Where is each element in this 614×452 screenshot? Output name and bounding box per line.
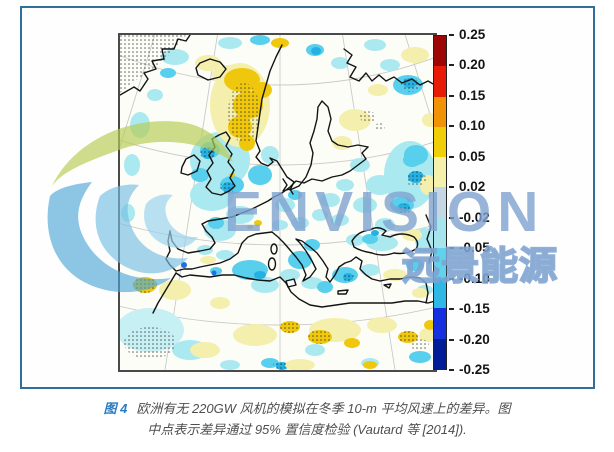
colorbar-tick-label: -0.15: [459, 301, 490, 317]
colorbar: [433, 35, 447, 370]
colorbar-segment: [434, 36, 446, 67]
colorbar-segment: [434, 157, 446, 188]
europe-wind-difference-map: [120, 35, 435, 370]
colorbar-tick-mark: [449, 277, 454, 280]
coastlines: [120, 35, 435, 314]
colorbar-segment: [434, 338, 446, 369]
colorbar-tick-label: 0.25: [459, 27, 486, 42]
colorbar-segment: [434, 217, 446, 248]
map-panel: [118, 33, 437, 372]
colorbar-tick-mark: [449, 308, 454, 311]
colorbar-tick-mark: [449, 369, 454, 371]
colorbar-tick-label: -0.02: [459, 209, 490, 225]
colorbar-tick-mark: [449, 94, 454, 97]
colorbar-segment: [434, 96, 446, 127]
colorbar-tick-mark: [449, 186, 454, 189]
colorbar-tick-mark: [449, 125, 454, 128]
caption-text-1: 欧洲有无 220GW 风机的模拟在冬季 10-m 平均风速上的差异。图: [136, 401, 511, 416]
colorbar-tick-label: -0.25: [459, 362, 490, 377]
figure-caption: 图 4 欧洲有无 220GW 风机的模拟在冬季 10-m 平均风速上的差异。图 中…: [0, 398, 614, 440]
figure-frame: 0.25 0.20 0.15 0.10 0.05 0.02 -0.02 -0.05 -0.10 -…: [20, 6, 595, 389]
colorbar-tick-mark: [449, 247, 454, 250]
colorbar-tick-mark: [449, 155, 454, 158]
colorbar-tick-label: 0.02: [459, 179, 486, 195]
colorbar-tick-mark: [449, 34, 454, 36]
colorbar-segment: [434, 126, 446, 158]
caption-line-2: 中点表示差异通过 95% 置信度检验 (Vautard 等 [2014]).: [147, 422, 467, 437]
colorbar-segment: [434, 247, 446, 279]
colorbar-tick-mark: [449, 64, 454, 67]
colorbar-tick-mark: [449, 338, 454, 341]
colorbar-tick-mark: [449, 216, 454, 219]
colorbar-segment: [434, 278, 446, 309]
colorbar-tick-label: -0.10: [459, 270, 490, 286]
colorbar-segment: [434, 66, 446, 97]
colorbar-tick-label: 0.20: [459, 57, 486, 73]
colorbar-tick-label: 0.10: [459, 118, 486, 134]
colorbar-tick-label: 0.15: [459, 87, 486, 103]
colorbar-segment: [434, 187, 446, 218]
colorbar-tick-label: 0.05: [459, 148, 486, 164]
caption-line-1: 图 4 欧洲有无 220GW 风机的模拟在冬季 10-m 平均风速上的差异。图: [0, 398, 614, 419]
colorbar-segment: [434, 308, 446, 339]
figure-number-label: 图 4: [103, 401, 128, 416]
colorbar-tick-label: -0.20: [459, 331, 490, 347]
colorbar-tick-label: -0.05: [459, 240, 490, 256]
